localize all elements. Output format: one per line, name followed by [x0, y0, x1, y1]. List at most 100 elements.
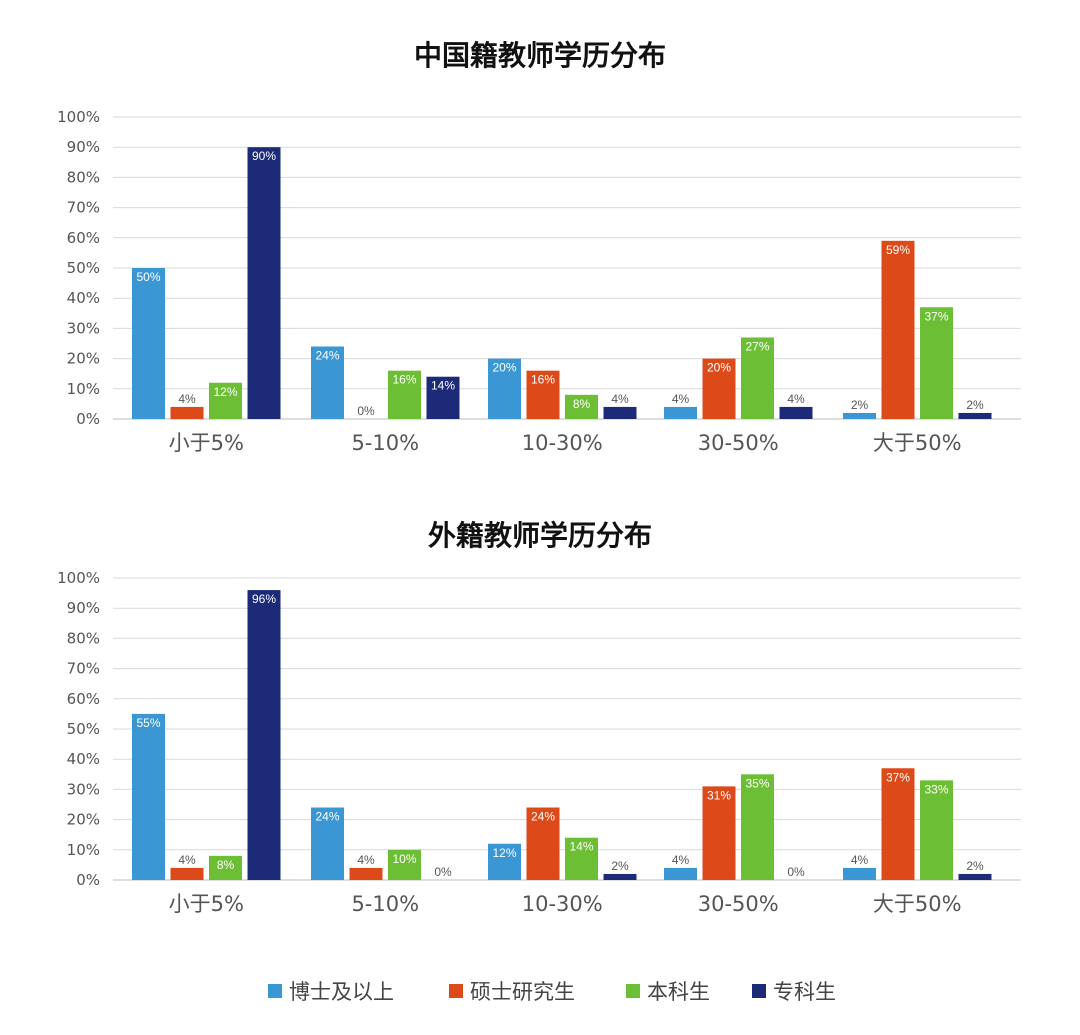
chart-2-bar	[843, 867, 876, 880]
chart-1-y-tick-label: 80%	[67, 168, 100, 186]
chart-2-data-label: 96%	[252, 592, 276, 606]
legend: 博士及以上 硕士研究生 本科生 专科生	[268, 980, 836, 1004]
legend-swatch	[268, 984, 282, 998]
chart-2-data-label: 4%	[672, 853, 690, 867]
chart-2-bar	[565, 837, 598, 880]
chart-1-data-label: 4%	[611, 392, 629, 406]
chart-1-data-label: 2%	[966, 398, 984, 412]
chart-2-data-label: 24%	[315, 810, 339, 824]
chart-2-data-label: 35%	[745, 776, 769, 790]
chart-1-y-tick-label: 0%	[76, 410, 100, 428]
chart-1-data-label: 4%	[178, 392, 196, 406]
chart-2-y-tick-label: 70%	[67, 660, 100, 678]
chart-2-data-label: 2%	[966, 859, 984, 873]
chart-2-y-tick-label: 20%	[67, 811, 100, 829]
chart-2-x-tick-label: 10-30%	[522, 892, 603, 916]
chart-2-bar	[702, 786, 736, 880]
chart-2-data-label: 2%	[611, 859, 629, 873]
chart-1-y-tick-label: 20%	[67, 350, 100, 368]
legend-swatch	[752, 984, 766, 998]
chart-1-data-label: 14%	[431, 379, 455, 393]
legend-label: 硕士研究生	[470, 980, 575, 1004]
chart-1-bar	[603, 406, 637, 419]
chart-1-data-label: 20%	[707, 361, 731, 375]
chart-1-plot: 0% 10% 20% 30% 40% 50% 60% 70% 80% 90% 100% 50% 24% 2…	[57, 108, 1021, 455]
chart-1-data-label: 16%	[531, 373, 555, 387]
chart-2-bar	[958, 873, 992, 880]
chart-1-data-label: 20%	[492, 361, 516, 375]
chart-2-bar	[209, 855, 242, 880]
chart-1-bar	[209, 382, 242, 419]
chart-1-bar	[741, 337, 774, 419]
chart-2-bar	[247, 590, 281, 880]
chart-1-x-tick-label: 小于5%	[169, 431, 244, 455]
chart-2-bar	[881, 768, 915, 880]
chart-2-title: 外籍教师学历分布	[428, 519, 652, 552]
chart-2-x-tick-label: 30-50%	[698, 892, 779, 916]
legend-swatch	[626, 984, 640, 998]
chart-1-bar	[247, 147, 281, 419]
chart-2-y-tick-label: 50%	[67, 720, 100, 738]
chart-1-bar	[426, 376, 460, 419]
chart-1-data-label: 90%	[252, 149, 276, 163]
chart-1-bar	[958, 412, 992, 419]
chart-1-bar	[881, 240, 915, 419]
chart-2-y-tick-label: 10%	[67, 841, 100, 859]
chart-1-bar	[664, 406, 697, 419]
chart-1-data-label: 2%	[851, 398, 869, 412]
chart-2-data-label: 4%	[851, 853, 869, 867]
legend-label: 专科生	[773, 980, 836, 1004]
chart-1-data-label: 27%	[745, 339, 769, 353]
chart-2-y-tick-label: 100%	[57, 569, 100, 587]
chart-2-bar	[526, 807, 560, 880]
chart-1-data-label: 59%	[886, 243, 910, 257]
chart-2-y-tick-label: 60%	[67, 690, 100, 708]
chart-2-y-tick-label: 30%	[67, 780, 100, 798]
chart-1-bar	[779, 406, 813, 419]
chart-2-bar	[488, 843, 521, 880]
chart-1-bar	[388, 370, 421, 419]
chart-1-y-tick-label: 30%	[67, 319, 100, 337]
chart-1-x-tick-label: 5-10%	[351, 431, 419, 455]
chart-1-bar	[170, 406, 204, 419]
chart-2-data-label: 4%	[357, 853, 375, 867]
chart-2-data-label: 14%	[569, 840, 593, 854]
chart-1-y-tick-label: 60%	[67, 229, 100, 247]
chart-1-bar	[132, 268, 165, 419]
chart-1-data-label: 12%	[213, 385, 237, 399]
chart-1-data-label: 16%	[392, 373, 416, 387]
chart-2-data-label: 0%	[434, 865, 452, 879]
chart-1-data-label: 24%	[315, 349, 339, 363]
chart-1-data-label: 37%	[924, 309, 948, 323]
chart-2-data-label: 8%	[217, 858, 235, 872]
chart-1-y-tick-label: 90%	[67, 138, 100, 156]
chart-1-title: 中国籍教师学历分布	[414, 39, 666, 72]
chart-2-bar	[920, 780, 953, 880]
chart-2-plot: 0% 10% 20% 30% 40% 50% 60% 70% 80% 90% 100% 55% 24% 1…	[57, 569, 1021, 916]
chart-2-data-label: 4%	[178, 853, 196, 867]
chart-1-y-tick-label: 40%	[67, 289, 100, 307]
chart-1-data-label: 50%	[136, 270, 160, 284]
chart-1-x-tick-label: 10-30%	[522, 431, 603, 455]
chart-2-y-tick-label: 0%	[76, 871, 100, 889]
chart-2-data-label: 33%	[924, 782, 948, 796]
chart-1-y-tick-label: 50%	[67, 259, 100, 277]
chart-2-bar	[388, 849, 421, 880]
chart-2-bar	[170, 867, 204, 880]
chart-2-data-label: 0%	[787, 865, 805, 879]
chart-2-bar	[311, 807, 344, 880]
chart-1-bar	[488, 358, 521, 419]
chart-1-bar	[526, 370, 560, 419]
chart-2-bar	[132, 713, 165, 880]
chart-1-x-tick-label: 大于50%	[873, 431, 962, 455]
chart-2-data-label: 10%	[392, 852, 416, 866]
legend-label: 博士及以上	[289, 980, 394, 1004]
chart-2-data-label: 31%	[707, 788, 731, 802]
chart-2-data-label: 55%	[136, 716, 160, 730]
legend-swatch	[449, 984, 463, 998]
chart-2-y-tick-label: 90%	[67, 599, 100, 617]
chart-2-data-label: 12%	[492, 846, 516, 860]
chart-1-y-tick-label: 10%	[67, 380, 100, 398]
chart-2-x-tick-label: 大于50%	[873, 892, 962, 916]
